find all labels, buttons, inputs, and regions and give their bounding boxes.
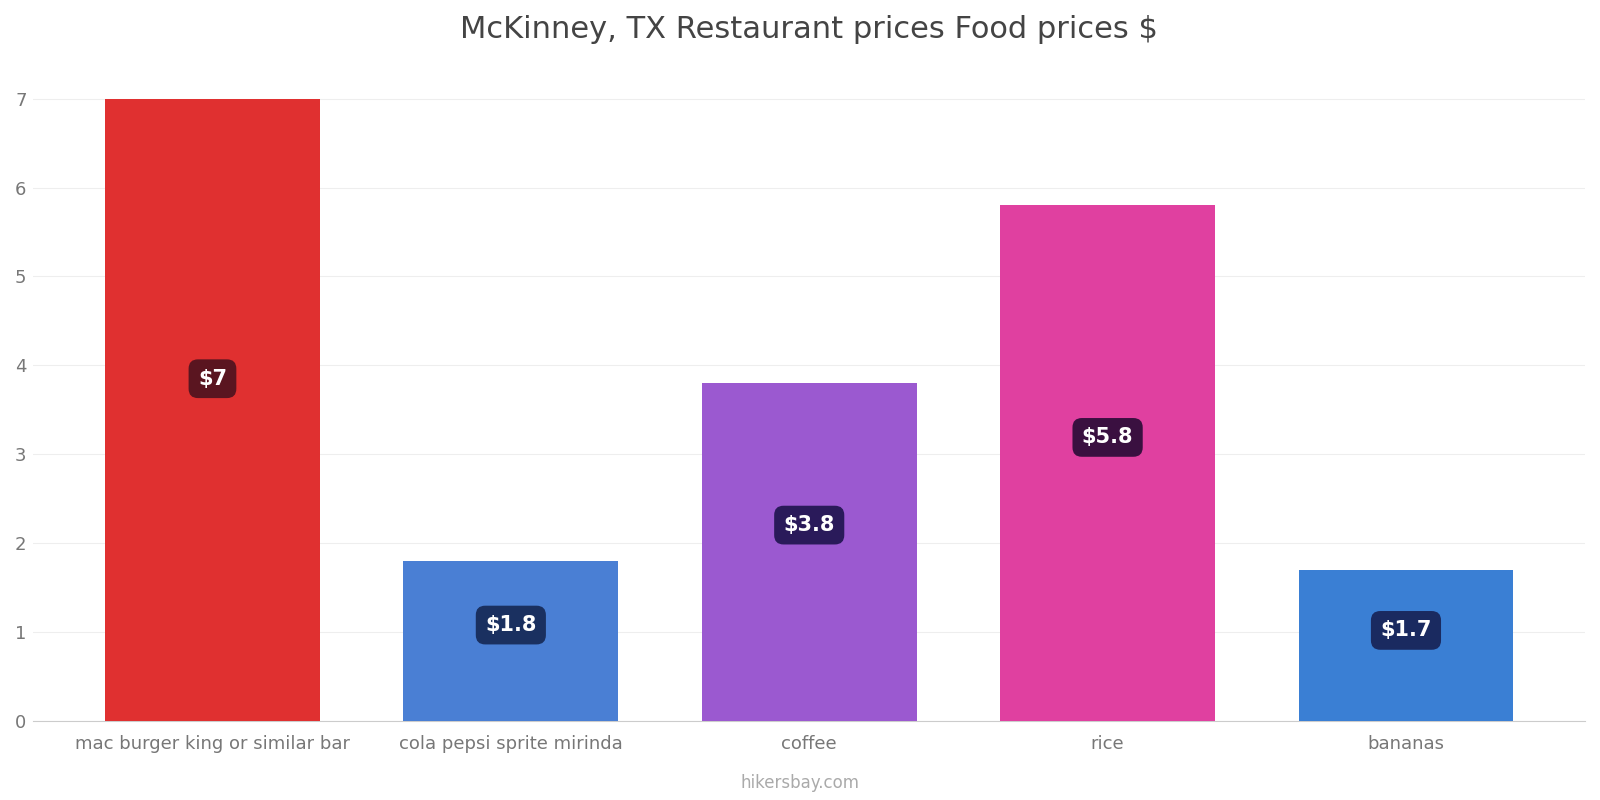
Bar: [1299, 570, 1514, 721]
Text: $1.7: $1.7: [1381, 620, 1432, 640]
Bar: [106, 98, 320, 721]
Text: hikersbay.com: hikersbay.com: [741, 774, 859, 792]
Text: $1.8: $1.8: [485, 615, 536, 635]
Bar: [1000, 206, 1214, 721]
Bar: [403, 561, 618, 721]
Text: $3.8: $3.8: [784, 515, 835, 535]
Title: McKinney, TX Restaurant prices Food prices $: McKinney, TX Restaurant prices Food pric…: [461, 15, 1158, 44]
Text: $5.8: $5.8: [1082, 427, 1133, 447]
Bar: [702, 383, 917, 721]
Text: $7: $7: [198, 369, 227, 389]
